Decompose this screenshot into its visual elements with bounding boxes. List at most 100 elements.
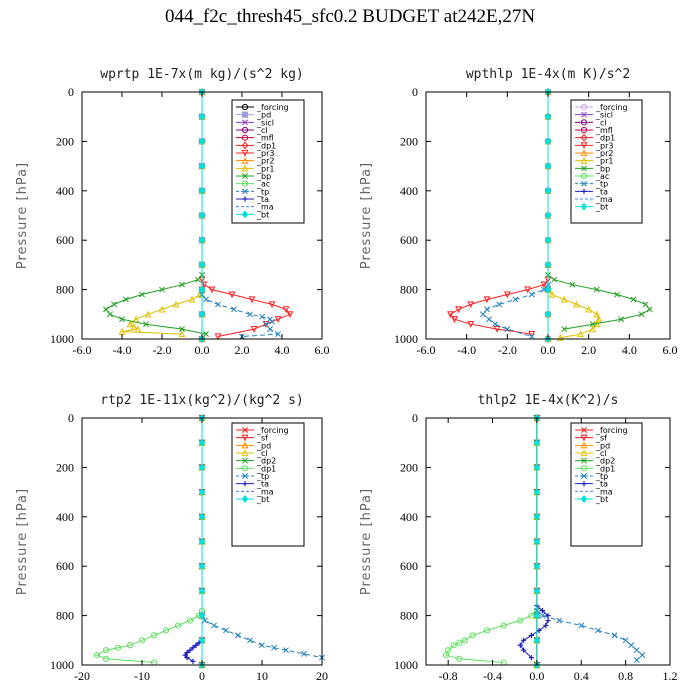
x-tick-label: -6.0	[73, 343, 92, 357]
x-tick-label: 2.0	[235, 343, 250, 357]
data-point	[622, 637, 629, 644]
data-point	[198, 211, 206, 220]
data-point	[633, 647, 640, 654]
panel-title: wprtp 1E-7x(m kg)/(s^2 kg)	[100, 67, 304, 82]
x-tick-label: -20	[74, 669, 90, 683]
data-point	[614, 291, 621, 298]
x-tick-label: 0	[199, 669, 205, 683]
data-point	[545, 613, 551, 619]
legend-entry: _bp	[595, 164, 610, 173]
data-point	[190, 658, 196, 664]
data-point	[543, 622, 549, 629]
plot-frame	[425, 417, 671, 666]
legend-marker	[581, 473, 587, 479]
data-point	[144, 310, 152, 318]
data-point	[521, 637, 527, 643]
x-tick-label: -4.0	[457, 343, 476, 357]
data-point	[646, 306, 653, 313]
y-tick-label: 800	[400, 609, 418, 623]
x-tick-label: 0.4	[574, 669, 589, 683]
legend-marker	[580, 434, 588, 442]
data-point	[269, 318, 275, 325]
data-point	[214, 333, 222, 341]
data-point	[544, 260, 552, 269]
y-tick-label: 1000	[50, 658, 74, 672]
legend-marker	[580, 202, 588, 211]
x-tick-label: 4.0	[275, 343, 290, 357]
legend-entry: _tp	[256, 187, 269, 196]
data-point	[521, 647, 527, 653]
legend-marker	[580, 133, 588, 142]
y-tick-label: 600	[56, 559, 74, 573]
data-point	[533, 562, 541, 571]
data-point	[442, 652, 450, 659]
legend-entry: _pd	[595, 441, 610, 450]
series-tp	[199, 291, 281, 340]
data-point	[282, 306, 290, 314]
data-point	[451, 316, 458, 323]
data-point	[174, 622, 182, 629]
data-point	[544, 186, 552, 195]
legend-marker	[580, 103, 588, 111]
series-bt	[198, 414, 206, 669]
legend-marker	[241, 449, 249, 457]
data-point	[496, 301, 503, 308]
data-point	[528, 654, 534, 661]
legend-marker	[242, 473, 248, 479]
data-point	[544, 236, 552, 245]
data-point	[638, 311, 645, 318]
data-point	[198, 488, 206, 497]
y-tick-label: 600	[56, 233, 74, 247]
data-point	[461, 637, 468, 644]
data-point	[611, 632, 618, 639]
legend-marker	[241, 164, 249, 172]
data-point	[445, 647, 452, 654]
panel-title: thlp2 1E-4x(K^2)/s	[478, 393, 619, 408]
data-point	[639, 652, 646, 659]
y-tick-label: 800	[400, 283, 418, 297]
x-tick-label: 0.0	[195, 343, 210, 357]
data-point	[539, 608, 546, 614]
x-tick-label: 4.0	[622, 343, 637, 357]
data-point	[274, 316, 282, 323]
series-line	[201, 615, 323, 659]
data-point	[533, 586, 541, 595]
series-bt	[544, 88, 552, 343]
data-point	[569, 281, 576, 288]
data-point	[138, 637, 146, 644]
panel-1: wprtp 1E-7x(m kg)/(s^2 kg) Pressure [hPa]…	[15, 67, 330, 357]
legend-marker	[580, 449, 588, 457]
legend-entry: _forcing	[595, 426, 628, 435]
data-point	[551, 276, 558, 283]
data-point	[203, 331, 209, 338]
data-point	[544, 112, 552, 121]
legend-entry: _pr3	[595, 141, 613, 150]
data-point	[560, 295, 568, 303]
legend-entry: _cl	[256, 449, 268, 458]
series-tp	[199, 612, 325, 661]
legend-entry: _pr2	[256, 157, 274, 166]
legend-marker	[581, 481, 587, 487]
legend-box	[570, 422, 643, 547]
panel-4: thlp2 1E-4x(K^2)/s Pressure [hPa] -0.8 -0.4…	[359, 393, 678, 683]
legend-entry: _pr3	[256, 149, 274, 158]
data-point	[203, 296, 209, 303]
series-bt	[198, 88, 206, 343]
legend-entry: _ta	[256, 195, 269, 204]
series-bt	[533, 414, 541, 669]
data-point	[193, 642, 199, 648]
series-pr1	[118, 285, 206, 338]
data-point	[545, 617, 551, 624]
legend-marker	[242, 196, 248, 202]
data-point	[483, 296, 491, 304]
y-axis-label: Pressure [hPa]	[359, 162, 374, 269]
data-point	[595, 315, 603, 323]
data-point	[150, 632, 158, 639]
data-point	[198, 236, 206, 245]
series-dp1	[93, 607, 206, 666]
legend-entry: _ac	[256, 180, 270, 189]
legend-entry: _sicl	[256, 118, 274, 127]
data-point	[107, 311, 113, 318]
y-axis-label: Pressure [hPa]	[15, 162, 30, 269]
series-line	[547, 274, 651, 330]
